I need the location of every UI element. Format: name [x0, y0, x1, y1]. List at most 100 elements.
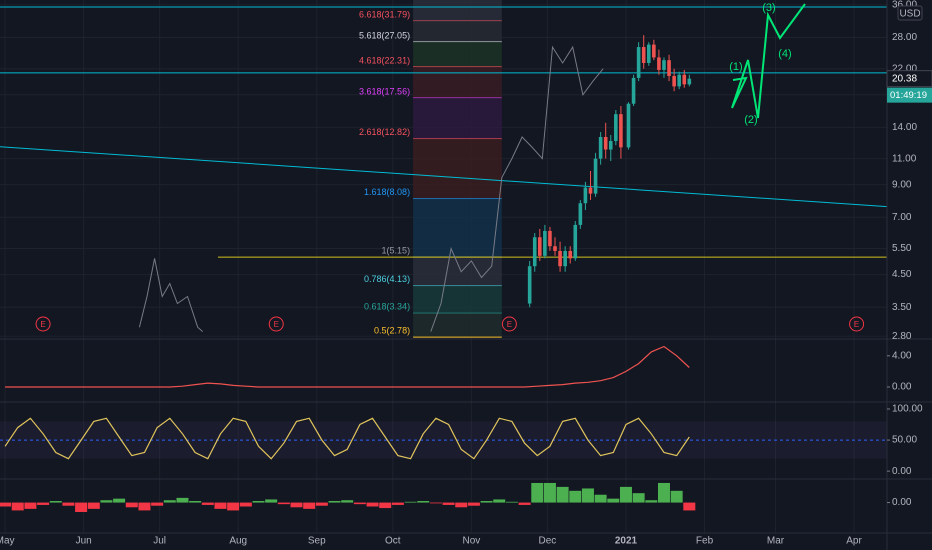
candle-body [641, 47, 646, 63]
candle-body [619, 114, 623, 148]
fib-label: 1(5.15) [382, 245, 411, 255]
fib-label: 5.618(27.05) [359, 30, 410, 40]
fib-band [413, 313, 502, 338]
y-tick-label: 0.00 [892, 466, 912, 477]
currency-label: USD [899, 9, 920, 20]
trendline [0, 146, 888, 208]
histogram-bar [594, 494, 607, 503]
histogram-bar [404, 501, 417, 503]
earnings-marker [501, 316, 517, 332]
histogram-bar [480, 501, 493, 503]
histogram-bar [328, 501, 341, 503]
candle-body [626, 103, 631, 148]
y-tick-label: 7.00 [892, 212, 912, 223]
candle-body [646, 44, 651, 63]
histogram-bar [75, 502, 88, 512]
fib-label: 0.5(2.78) [374, 325, 410, 335]
price-label: 20.38 [892, 73, 917, 84]
candle-body [608, 141, 613, 150]
wave-label: (2) [744, 114, 757, 126]
histogram-bar [100, 500, 113, 503]
candle-body [603, 136, 608, 150]
histogram-bar [87, 502, 100, 509]
histogram-bar [163, 500, 176, 503]
candle-body [583, 187, 588, 204]
candle-body [652, 44, 656, 58]
histogram-bar [227, 502, 240, 511]
candle-body [558, 250, 562, 267]
fib-label: 3.618(17.56) [359, 86, 410, 96]
plot-layer [0, 0, 888, 512]
candle-body [563, 250, 567, 267]
y-tick-label: 4.00 [892, 350, 912, 361]
x-tick-label: Nov [462, 536, 480, 547]
fib-label: 0.786(4.13) [364, 274, 410, 284]
wave-label: (3) [762, 2, 775, 14]
histogram-bar [670, 490, 683, 503]
histogram-bar [24, 502, 37, 509]
histogram-bar [11, 502, 24, 511]
fib-band [413, 198, 502, 258]
histogram-bar [113, 498, 126, 503]
candle-body [568, 250, 573, 259]
histogram-bar [290, 502, 303, 508]
histogram-bar [505, 501, 518, 503]
candle-body [527, 266, 532, 304]
histogram-bar [37, 502, 50, 505]
histogram-bar [455, 502, 468, 508]
histogram-bar [429, 502, 442, 504]
candle-body [538, 237, 542, 256]
candle-body [687, 78, 692, 85]
x-tick-label: Oct [385, 536, 401, 547]
fib-label: 6.618(31.79) [359, 9, 410, 19]
fib-label: 1.618(8.08) [364, 187, 410, 197]
histogram-bar [277, 502, 290, 505]
y-tick-label: 5.50 [892, 243, 912, 254]
y-tick-label: 22.00 [892, 63, 917, 74]
candle-body [662, 60, 666, 70]
fib-band [413, 97, 502, 139]
histogram-bar [201, 502, 214, 505]
candle-body [631, 77, 636, 104]
earnings-marker [849, 316, 865, 332]
candle-body [598, 136, 603, 159]
x-tick-label: Jun [76, 536, 92, 547]
histogram-bar [645, 500, 658, 503]
x-tick-label: 2021 [615, 536, 638, 547]
candle-body [682, 74, 687, 85]
candle-body [543, 230, 547, 256]
comparison-line [138, 45, 604, 332]
x-tick-label: Aug [229, 536, 247, 547]
histogram-bar [556, 486, 569, 503]
histogram-bar [581, 488, 594, 503]
fib-band [413, 138, 502, 199]
earnings-label: E [854, 320, 859, 329]
fib-label: 2.618(12.82) [359, 127, 410, 137]
histogram-bar [417, 501, 430, 503]
y-tick-label: 14.00 [892, 122, 917, 133]
candle-body [578, 203, 583, 225]
histogram-bar [607, 498, 620, 503]
histogram-bar [391, 502, 404, 505]
histogram-bar [49, 501, 62, 503]
y-tick-label: 4.50 [892, 269, 912, 280]
histogram-bar [518, 502, 531, 505]
candle-body [532, 237, 537, 267]
candle-body [657, 57, 661, 70]
candle-body [636, 47, 641, 78]
y-tick-label: 0.00 [892, 382, 912, 393]
histogram-bar [214, 502, 227, 509]
y-tick-label: 50.00 [892, 435, 917, 446]
candle-body [614, 114, 618, 142]
currency-badge [897, 5, 923, 21]
histogram-bar [138, 502, 151, 511]
y-tick-label: 36.00 [892, 0, 917, 10]
histogram-bar [467, 502, 480, 506]
x-tick-label: Dec [539, 536, 557, 547]
fib-label: 0.618(3.34) [364, 302, 410, 312]
wave-path [731, 3, 806, 119]
histogram-bar [252, 501, 265, 503]
y-tick-label: 28.00 [892, 32, 917, 43]
fib-band [413, 20, 502, 42]
histogram-bar [62, 502, 75, 506]
